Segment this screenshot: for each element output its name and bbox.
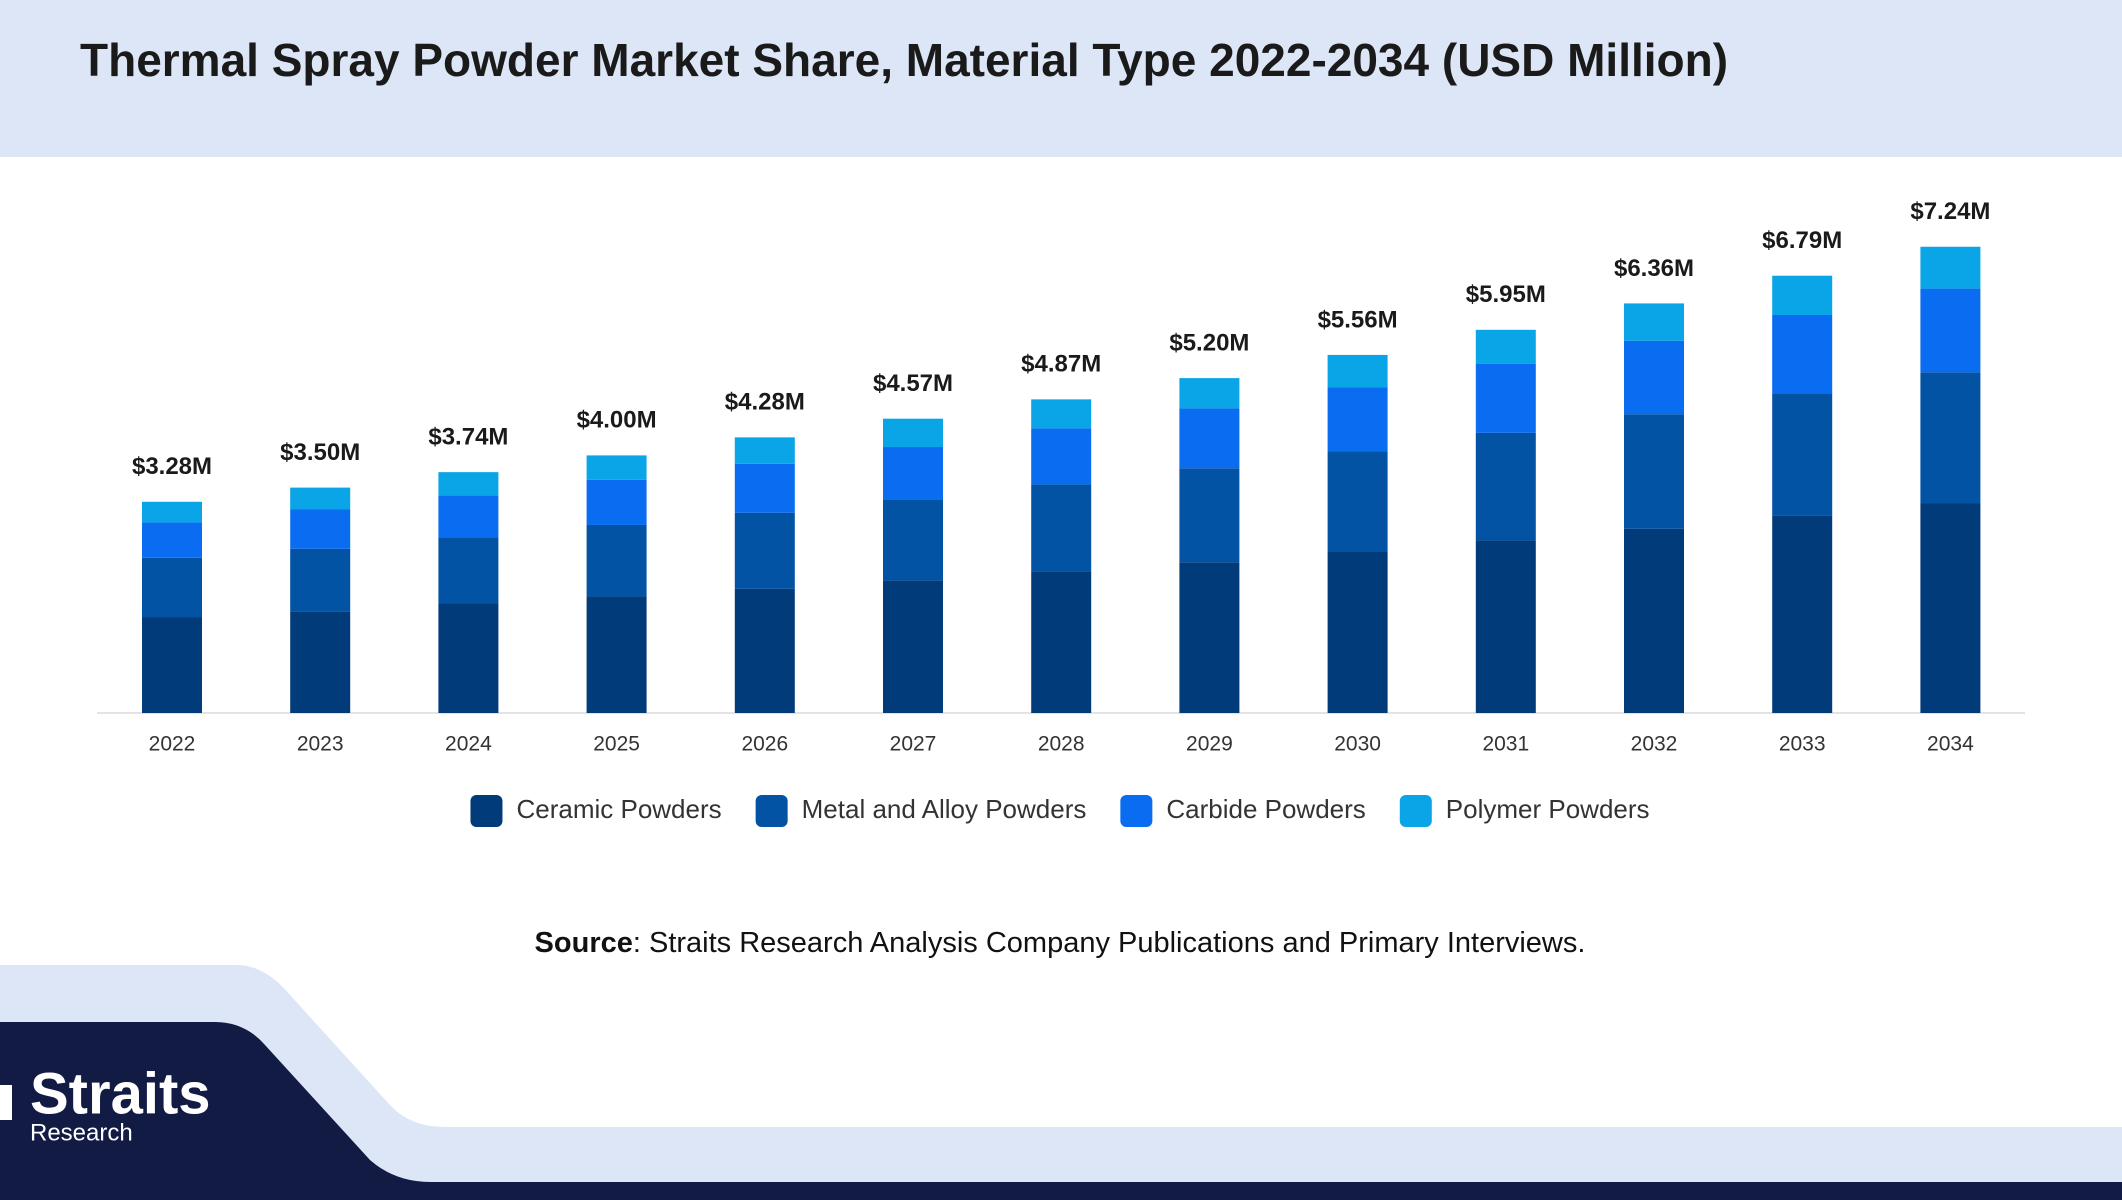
bar-segment bbox=[142, 557, 202, 618]
total-label: $6.79M bbox=[1762, 227, 1842, 254]
bar-segment bbox=[1327, 451, 1388, 552]
total-label: $3.74M bbox=[428, 423, 508, 450]
bar-segment bbox=[1031, 399, 1092, 429]
bar-segment bbox=[438, 472, 499, 496]
bar-segment bbox=[883, 447, 943, 500]
bar-segment bbox=[1179, 378, 1240, 409]
bar-segment bbox=[883, 418, 943, 448]
bar-segment bbox=[438, 537, 499, 604]
bar-segment bbox=[734, 463, 795, 513]
total-label: $4.57M bbox=[873, 370, 953, 397]
legend-label: Polymer Powders bbox=[1446, 794, 1650, 824]
x-tick-label: 2027 bbox=[890, 733, 937, 756]
bar-segment bbox=[586, 596, 647, 713]
bar-segment bbox=[1179, 468, 1240, 563]
legend-label: Carbide Powders bbox=[1166, 794, 1365, 824]
bar-segment bbox=[290, 487, 351, 510]
x-tick-label: 2029 bbox=[1186, 733, 1233, 756]
total-label: $6.36M bbox=[1614, 255, 1694, 282]
x-tick-label: 2034 bbox=[1927, 733, 1974, 756]
bar-segment bbox=[1031, 571, 1092, 713]
bar-segment bbox=[883, 580, 943, 713]
bar-segment bbox=[1327, 552, 1388, 713]
bar-segment bbox=[1179, 562, 1240, 713]
x-tick-label: 2030 bbox=[1334, 733, 1381, 756]
bar-segment bbox=[586, 455, 647, 480]
bar-segment bbox=[586, 524, 647, 597]
bar-segment bbox=[1624, 414, 1684, 529]
legend-label: Metal and Alloy Powders bbox=[802, 794, 1087, 824]
bar-segment bbox=[1772, 515, 1833, 713]
legend-label: Ceramic Powders bbox=[516, 794, 721, 824]
total-label: $4.00M bbox=[577, 407, 657, 434]
legend-swatch bbox=[1399, 795, 1432, 827]
total-label: $3.50M bbox=[280, 439, 360, 466]
x-tick-label: 2028 bbox=[1038, 733, 1085, 756]
bar-segment bbox=[1327, 354, 1388, 388]
bar-segment bbox=[1475, 363, 1536, 433]
x-tick-label: 2024 bbox=[445, 733, 492, 756]
bar-segment bbox=[290, 548, 351, 612]
legend-swatch bbox=[470, 795, 503, 827]
bar-segment bbox=[1772, 393, 1833, 516]
logo-mark bbox=[0, 1085, 12, 1120]
bar-segment bbox=[1624, 528, 1684, 713]
bar-segment bbox=[1624, 340, 1684, 415]
bar-segment bbox=[1475, 329, 1536, 364]
bar-segment bbox=[734, 437, 795, 464]
total-label: $5.56M bbox=[1318, 306, 1398, 333]
chart-title: Thermal Spray Powder Market Share, Mater… bbox=[80, 34, 1728, 86]
total-label: $4.28M bbox=[725, 389, 805, 416]
total-label: $7.24M bbox=[1910, 198, 1990, 225]
bar-segment bbox=[1772, 275, 1833, 316]
x-tick-label: 2025 bbox=[593, 733, 640, 756]
bar-segment bbox=[290, 611, 351, 713]
legend-swatch bbox=[1120, 795, 1153, 827]
bar-segment bbox=[883, 499, 943, 581]
bar-segment bbox=[142, 501, 202, 523]
bar-segment bbox=[1031, 428, 1092, 485]
logo-name: Straits bbox=[30, 1061, 211, 1126]
source-text: : Straits Research Analysis Company Publ… bbox=[633, 927, 1586, 959]
bar-segment bbox=[1179, 408, 1240, 469]
x-tick-label: 2032 bbox=[1631, 733, 1678, 756]
header-band bbox=[0, 0, 2122, 157]
bar-segment bbox=[1475, 432, 1536, 541]
x-tick-label: 2026 bbox=[741, 733, 788, 756]
bar-segment bbox=[438, 603, 499, 713]
bar-segment bbox=[1327, 387, 1388, 452]
bar-segment bbox=[734, 588, 795, 713]
source: Source: Straits Research Analysis Compan… bbox=[535, 927, 1586, 959]
bar-segment bbox=[586, 479, 647, 525]
total-label: $3.28M bbox=[132, 453, 212, 480]
bar-segment bbox=[1624, 303, 1684, 341]
total-label: $5.95M bbox=[1466, 281, 1546, 308]
bar-segment bbox=[142, 617, 202, 713]
x-tick-label: 2033 bbox=[1779, 733, 1826, 756]
footer-band bbox=[0, 965, 2122, 1200]
x-tick-label: 2031 bbox=[1482, 733, 1529, 756]
bar-segment bbox=[290, 509, 351, 549]
bar-segment bbox=[142, 522, 202, 558]
total-label: $5.20M bbox=[1169, 329, 1249, 356]
logo-sub: Research bbox=[30, 1119, 133, 1146]
bar-segment bbox=[438, 495, 499, 538]
total-label: $4.87M bbox=[1021, 351, 1101, 378]
bar-segment bbox=[1920, 288, 1981, 373]
bar-segment bbox=[734, 512, 795, 589]
legend-swatch bbox=[755, 795, 788, 827]
bar-segment bbox=[1475, 540, 1536, 713]
source-label: Source bbox=[535, 927, 633, 959]
x-tick-label: 2022 bbox=[149, 733, 196, 756]
bar-segment bbox=[1920, 503, 1981, 713]
bar-segment bbox=[1031, 484, 1092, 572]
footer-dark bbox=[0, 1022, 2122, 1200]
x-tick-label: 2023 bbox=[297, 733, 344, 756]
bar-segment bbox=[1772, 315, 1833, 394]
bar-segment bbox=[1920, 246, 1981, 289]
bar-segment bbox=[1920, 372, 1981, 504]
